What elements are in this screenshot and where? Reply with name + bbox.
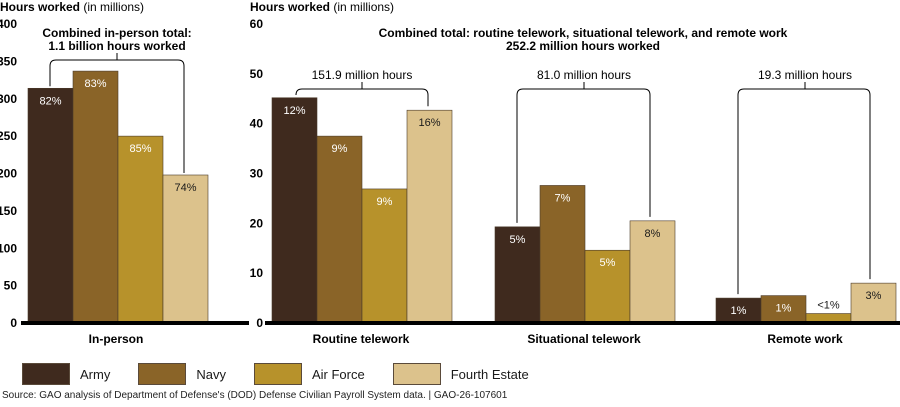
bar-situational-telework-army	[494, 226, 541, 324]
left-y-tick-label: 200	[0, 167, 17, 181]
category-label-in-person: In-person	[89, 332, 144, 346]
right-y-tick-label: 60	[250, 17, 264, 31]
right-y-tick-label: 0	[256, 316, 263, 330]
left-y-tick-label: 100	[0, 241, 17, 255]
bar-situational-telework-navy	[539, 185, 586, 324]
legend-label-navy: Navy	[196, 366, 226, 382]
annotation-remote-work: 19.3 million hours	[758, 68, 852, 82]
left-y-tick-label: 150	[0, 204, 17, 218]
left-y-axis-title-rest: (in millions)	[83, 0, 144, 14]
left-y-tick-label: 300	[0, 92, 17, 106]
legend-item-army: Army	[22, 362, 110, 386]
data-label-in-person-fourth-estate: 74%	[174, 182, 196, 194]
right-y-tick-label: 30	[250, 167, 264, 181]
left-y-tick-label: 50	[4, 279, 18, 293]
data-label-situational-telework-navy: 7%	[555, 192, 571, 204]
bar-in-person-air-force	[117, 135, 164, 324]
right-y-axis-title: Hours worked (in millions)	[250, 0, 394, 14]
legend-label-fourth-estate: Fourth Estate	[450, 366, 529, 382]
data-label-situational-telework-air-force: 5%	[600, 257, 616, 269]
bar-situational-telework-fourth-estate	[629, 220, 676, 324]
left-y-tick-label: 250	[0, 129, 17, 143]
legend-label-air-force: Air Force	[311, 366, 365, 382]
data-label-in-person-army: 82%	[39, 95, 61, 107]
bar-routine-telework-air-force	[361, 188, 408, 324]
category-label-routine-telework: Routine telework	[313, 332, 410, 346]
right-y-axis-title-rest: (in millions)	[333, 0, 394, 14]
left-y-axis-title: Hours worked (in millions)	[0, 0, 144, 14]
left-y-tick-label: 350	[0, 54, 17, 68]
right-y-tick-label: 40	[250, 117, 264, 131]
data-label-situational-telework-fourth-estate: 8%	[645, 228, 661, 240]
legend-item-fourth-estate: Fourth Estate	[392, 362, 529, 386]
bar-situational-telework-air-force	[584, 249, 631, 324]
bar-routine-telework-army	[271, 97, 318, 324]
left-y-tick-label: 0	[10, 316, 17, 330]
data-label-routine-telework-air-force: 9%	[377, 196, 393, 208]
data-label-situational-telework-army: 5%	[510, 234, 526, 246]
data-label-routine-telework-army: 12%	[283, 105, 305, 117]
annotation-situational-telework: 81.0 million hours	[537, 68, 631, 82]
legend-item-air-force: Air Force	[253, 362, 365, 386]
bar-routine-telework-navy	[316, 135, 363, 324]
legend-label-army: Army	[80, 366, 111, 382]
bar-routine-telework-fourth-estate	[406, 109, 453, 324]
data-label-remote-work-army: 1%	[731, 305, 747, 317]
data-label-routine-telework-fourth-estate: 16%	[418, 117, 440, 129]
bar-in-person-navy	[72, 70, 119, 324]
right-y-axis-title-bold: Hours worked	[250, 0, 333, 14]
legend: Army Navy Air Force Fourth Estate	[22, 362, 557, 386]
data-label-remote-work-fourth-estate: 3%	[866, 290, 882, 302]
bar-in-person-army	[27, 87, 74, 324]
right-y-tick-label: 50	[250, 67, 264, 81]
bar-in-person-fourth-estate	[162, 174, 209, 324]
legend-swatch-army	[22, 363, 70, 385]
left-y-tick-label: 400	[0, 17, 17, 31]
data-label-in-person-navy: 83%	[84, 78, 106, 90]
data-label-remote-work-air-force: <1%	[817, 300, 840, 312]
legend-swatch-fourth-estate	[392, 363, 441, 385]
data-label-in-person-air-force: 85%	[129, 143, 151, 155]
category-label-remote-work: Remote work	[767, 332, 843, 346]
legend-item-navy: Navy	[138, 362, 226, 386]
right-baseline	[265, 321, 900, 325]
annotation-in-person-line1: Combined in-person total:	[42, 26, 191, 40]
legend-swatch-air-force	[253, 363, 302, 385]
data-label-routine-telework-navy: 9%	[332, 143, 348, 155]
left-y-axis-title-bold: Hours worked	[0, 0, 83, 14]
annotation-combined-line1: Combined total: routine telework, situat…	[379, 26, 788, 40]
category-label-situational-telework: Situational telework	[527, 332, 641, 346]
annotation-routine-telework: 151.9 million hours	[312, 68, 413, 82]
annotation-in-person-line2: 1.1 billion hours worked	[48, 39, 185, 53]
legend-swatch-navy	[138, 363, 187, 385]
bar-remote-work-fourth-estate	[850, 282, 897, 324]
annotation-combined-line2: 252.2 million hours worked	[506, 39, 660, 53]
data-label-remote-work-navy: 1%	[776, 303, 792, 315]
source-note: Source: GAO analysis of Department of De…	[2, 390, 508, 401]
right-y-tick-label: 10	[250, 266, 264, 280]
right-y-tick-label: 20	[250, 216, 264, 230]
left-baseline	[21, 321, 249, 325]
bracket-remote-work	[737, 88, 871, 295]
